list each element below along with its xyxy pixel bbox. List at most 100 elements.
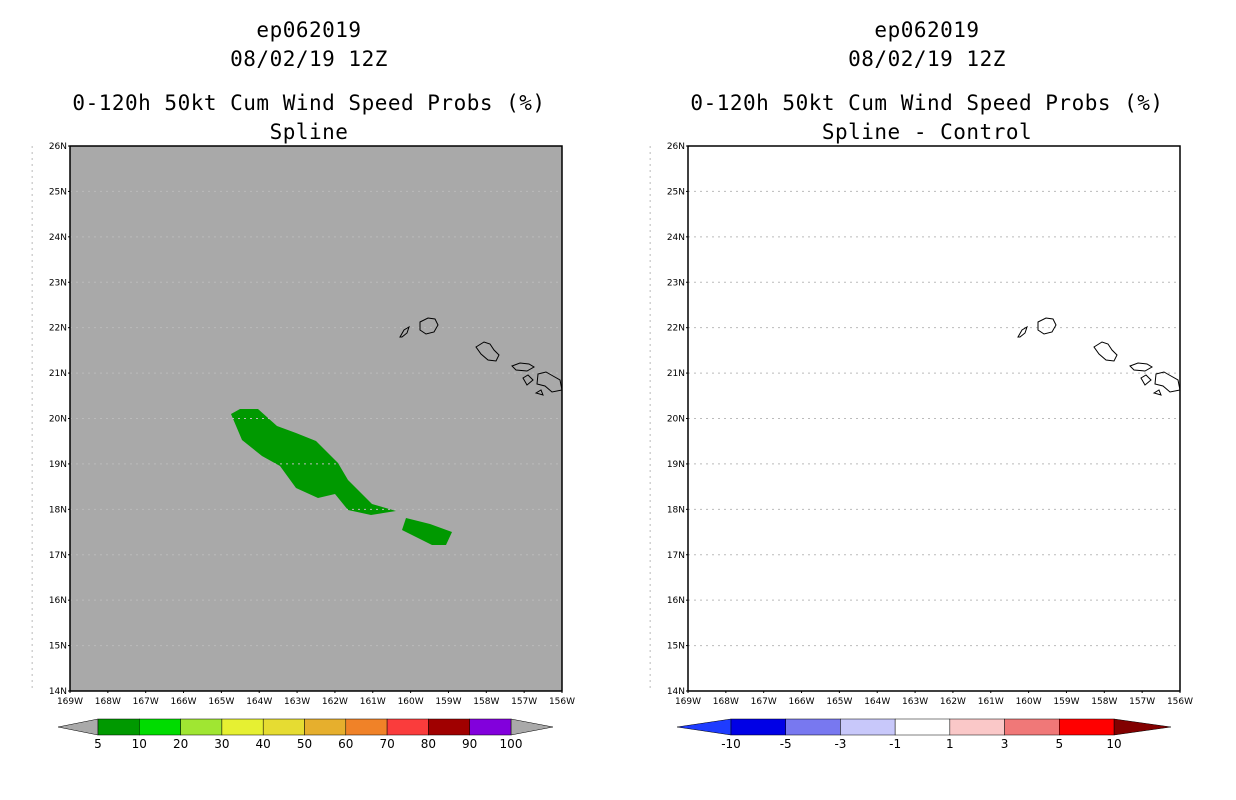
colorbar-label: -5	[780, 737, 792, 751]
colorbar-label: 90	[462, 737, 477, 751]
product-title: 0-120h 50kt Cum Wind Speed Probs (%)	[72, 91, 546, 115]
lat-tick-label: 17N	[49, 551, 67, 561]
colorbar-swatch	[97, 718, 140, 736]
colorbar-label: 60	[338, 737, 353, 751]
colorbar-swatch	[894, 718, 951, 736]
colorbar-swatch	[785, 718, 841, 736]
datetime: 08/02/19 12Z	[230, 47, 388, 71]
colorbar-label: -3	[834, 737, 846, 751]
lat-tick-label: 15N	[49, 642, 67, 652]
island-outline	[1140, 374, 1152, 386]
island-outline	[1093, 341, 1118, 362]
colorbar-arrow-left	[57, 718, 99, 736]
island-outline	[534, 389, 544, 396]
colorbar-label: 20	[173, 737, 188, 751]
colorbar-label: -1	[889, 737, 901, 751]
colorbar-label: 5	[1055, 737, 1063, 751]
datetime: 08/02/19 12Z	[848, 47, 1006, 71]
lat-tick-label: 15N	[667, 642, 685, 652]
lon-tick-label: 168W	[95, 697, 121, 707]
colorbar-arrow-right	[510, 718, 554, 736]
lon-tick-label: 161W	[978, 697, 1004, 707]
lon-tick-label: 160W	[398, 697, 424, 707]
lon-tick-label: 163W	[902, 697, 928, 707]
lat-tick-label: 24N	[667, 233, 685, 243]
island-outline	[511, 362, 535, 372]
island-outline	[1017, 325, 1028, 338]
lon-tick-label: 157W	[1129, 697, 1155, 707]
subtitle: Spline - Control	[821, 120, 1033, 144]
lon-tick-label: 167W	[133, 697, 159, 707]
storm-id: ep062019	[874, 18, 980, 42]
lon-tick-label: 159W	[1053, 697, 1079, 707]
colorbar-label: 40	[256, 737, 271, 751]
colorbar-label: -10	[721, 737, 741, 751]
lon-tick-label: 164W	[246, 697, 272, 707]
colorbar: 5 10 20 30 40 50 60 70 80 90 100	[57, 718, 554, 751]
lat-tick-label: 20N	[49, 415, 67, 425]
lat-tick-label: 24N	[49, 233, 67, 243]
storm-id: ep062019	[256, 18, 362, 42]
island-outline	[419, 317, 439, 335]
lon-tick-label: 160W	[1016, 697, 1042, 707]
colorbar-label: 5	[94, 737, 102, 751]
lon-tick-label: 163W	[284, 697, 310, 707]
lon-tick-label: 158W	[473, 697, 499, 707]
panel-spline-minus-control: ep062019 08/02/19 12Z 0-120h 50kt Cum Wi…	[618, 0, 1236, 800]
colorbar-swatch	[345, 718, 388, 736]
lon-tick-label: 167W	[751, 697, 777, 707]
island-outline	[399, 325, 410, 338]
lat-tick-label: 25N	[667, 187, 685, 197]
colorbar: -10 -5 -3 -1 1 3 5 10	[676, 718, 1172, 751]
colorbar-label: 30	[214, 737, 229, 751]
colorbar-swatch	[386, 718, 429, 736]
island-outline	[522, 374, 534, 386]
probability-area	[231, 409, 396, 515]
probability-area	[402, 518, 452, 545]
lat-tick-label: 23N	[49, 278, 67, 288]
colorbar-label: 3	[1001, 737, 1009, 751]
colorbar-arrow-left	[676, 718, 732, 736]
colorbar-arrow-right	[1113, 718, 1172, 736]
lat-tick-label: 18N	[49, 505, 67, 515]
island-outline	[1152, 389, 1162, 396]
lat-tick-label: 22N	[667, 324, 685, 334]
panel-spline: ep062019 08/02/19 12Z 0-120h 50kt Cum Wi…	[31, 18, 575, 751]
lon-tick-label: 158W	[1091, 697, 1117, 707]
lat-tick-label: 16N	[49, 596, 67, 606]
map-spline-minus-control: 26N25N24N23N22N21N20N19N18N17N16N15N14N1…	[649, 142, 1193, 751]
island-outline	[475, 341, 500, 362]
colorbar-label: 70	[379, 737, 394, 751]
colorbar-swatch	[840, 718, 896, 736]
lon-tick-label: 169W	[675, 697, 701, 707]
lon-tick-label: 166W	[788, 697, 814, 707]
lon-tick-label: 168W	[713, 697, 739, 707]
map-spline: 26N25N24N23N22N21N20N19N18N17N16N15N14N1…	[31, 142, 575, 751]
lat-tick-label: 14N	[667, 687, 685, 697]
lat-tick-label: 26N	[49, 142, 67, 152]
lon-tick-label: 166W	[170, 697, 196, 707]
island-outline	[1129, 362, 1153, 372]
colorbar-swatch	[139, 718, 181, 736]
colorbar-swatch	[180, 718, 223, 736]
lat-tick-label: 18N	[667, 505, 685, 515]
lat-tick-label: 19N	[49, 460, 67, 470]
lat-tick-label: 26N	[667, 142, 685, 152]
lat-tick-label: 21N	[49, 369, 67, 379]
colorbar-swatch	[1004, 718, 1060, 736]
lon-tick-label: 162W	[940, 697, 966, 707]
lat-tick-label: 20N	[667, 415, 685, 425]
colorbar-swatch	[221, 718, 264, 736]
grid-lines	[649, 146, 1180, 691]
colorbar-swatch	[1059, 718, 1115, 736]
colorbar-label: 1	[946, 737, 954, 751]
colorbar-swatch	[428, 718, 470, 736]
lat-tick-label: 23N	[667, 278, 685, 288]
lat-tick-label: 19N	[667, 460, 685, 470]
lon-tick-label: 157W	[511, 697, 537, 707]
colorbar-swatch	[469, 718, 512, 736]
lat-tick-label: 21N	[667, 369, 685, 379]
lon-tick-label: 169W	[57, 697, 83, 707]
lon-tick-label: 156W	[549, 697, 575, 707]
colorbar-label: 80	[421, 737, 436, 751]
